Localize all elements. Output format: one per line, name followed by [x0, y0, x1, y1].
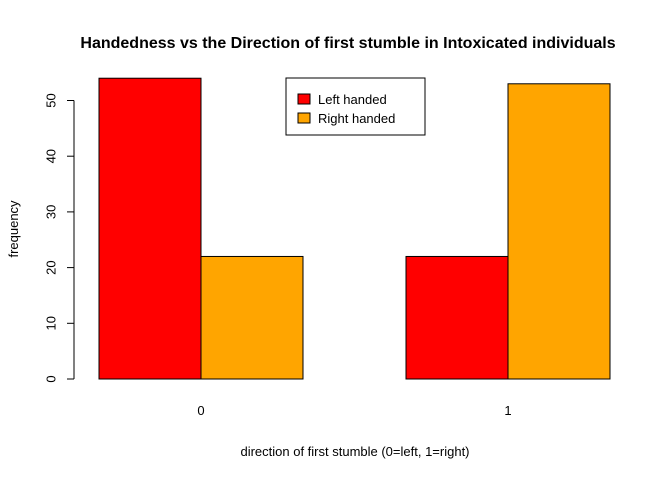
- x-axis-label: direction of first stumble (0=left, 1=ri…: [240, 444, 469, 459]
- x-tick-label-1: 1: [504, 403, 511, 418]
- x-tick-label-0: 0: [197, 403, 204, 418]
- bar-right-handed-0: [200, 255, 304, 380]
- legend-box: [285, 77, 426, 136]
- y-axis-ticks: 0 10 20 30 40 50: [43, 93, 74, 383]
- legend-swatch-right-handed: [297, 112, 311, 124]
- y-tick-label-50: 50: [43, 93, 58, 107]
- y-tick-label-30: 30: [43, 205, 58, 219]
- legend-label-left-handed: Left handed: [318, 92, 387, 107]
- y-tick-label-10: 10: [43, 316, 58, 330]
- bar-right-handed-1: [507, 83, 611, 380]
- legend-label-right-handed: Right handed: [318, 111, 395, 126]
- y-axis-label: frequency: [6, 200, 21, 258]
- y-tick-label-20: 20: [43, 260, 58, 274]
- chart-title: Handedness vs the Direction of first stu…: [80, 35, 615, 52]
- y-tick-label-0: 0: [43, 375, 58, 382]
- legend: Left handed Right handed: [285, 77, 426, 136]
- legend-swatch-left-handed: [297, 93, 311, 105]
- y-tick-label-40: 40: [43, 149, 58, 163]
- bar-left-handed-1: [405, 255, 509, 380]
- bars-group: [98, 77, 611, 380]
- bar-left-handed-0: [98, 77, 202, 380]
